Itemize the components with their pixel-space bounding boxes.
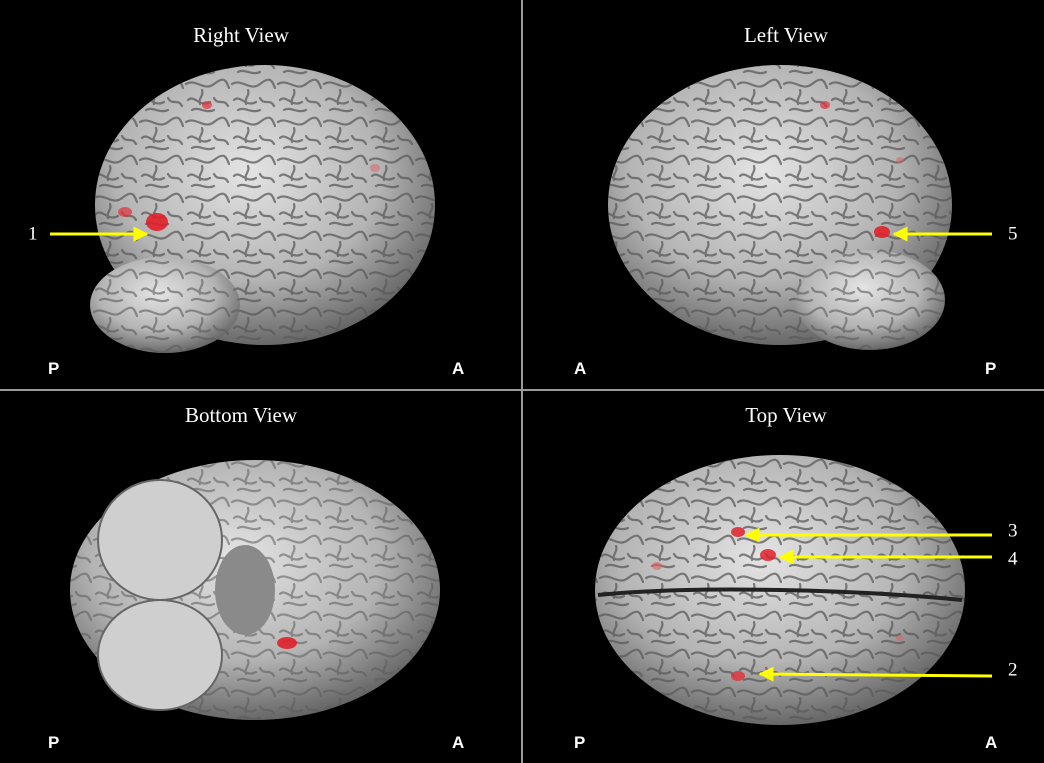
orientation-label: P (985, 359, 996, 378)
panel-title: Top View (745, 403, 827, 427)
arrow (760, 674, 992, 676)
panel-title: Right View (193, 23, 290, 47)
orientation-label: A (574, 359, 586, 378)
orientation-label: A (985, 733, 997, 752)
brain-bottom-view (70, 460, 440, 720)
brain-top-view (595, 455, 965, 725)
orientation-label: P (48, 359, 59, 378)
orientation-label: A (452, 359, 464, 378)
panel-title: Left View (744, 23, 829, 47)
orientation-label: P (574, 733, 585, 752)
annotation-number: 2 (1008, 659, 1018, 680)
panel-title: Bottom View (185, 403, 298, 427)
annotation-number: 5 (1008, 223, 1018, 244)
annotation-number: 1 (28, 223, 38, 244)
annotation-number: 3 (1008, 520, 1018, 541)
annotation-number: 4 (1008, 548, 1018, 569)
figure: Right View Left View Bottom View Top Vie… (0, 0, 1044, 763)
orientation-label: P (48, 733, 59, 752)
orientation-label: A (452, 733, 464, 752)
